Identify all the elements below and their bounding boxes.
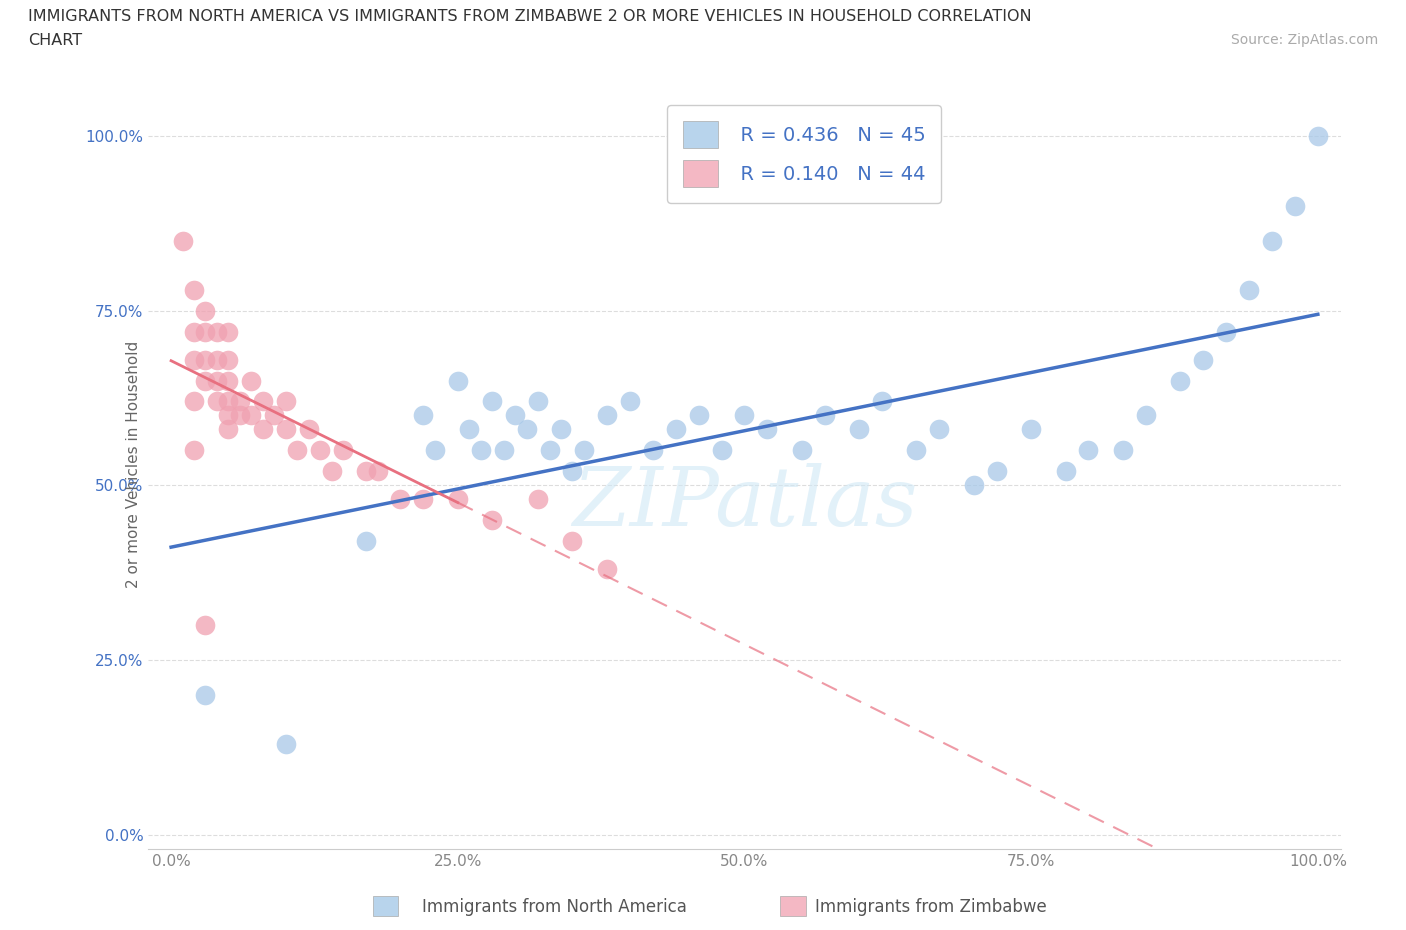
Point (458, 422, 481, 437)
Point (1237, 283, 1260, 298)
Point (194, 325, 217, 339)
Point (285, 443, 308, 458)
Point (194, 618, 217, 632)
Point (710, 443, 733, 458)
Point (1135, 408, 1157, 423)
Point (354, 534, 377, 549)
Point (205, 373, 228, 388)
Point (572, 443, 595, 458)
Point (252, 394, 274, 409)
Point (217, 394, 239, 409)
Point (1019, 422, 1042, 437)
Point (217, 352, 239, 367)
Point (205, 325, 228, 339)
Point (183, 283, 205, 298)
Point (550, 422, 572, 437)
Point (1215, 325, 1237, 339)
Point (470, 443, 492, 458)
Point (366, 464, 388, 479)
Point (183, 394, 205, 409)
Text: CHART: CHART (28, 33, 82, 47)
Point (263, 408, 285, 423)
Text: IMMIGRANTS FROM NORTH AMERICA VS IMMIGRANTS FROM ZIMBABWE 2 OR MORE VEHICLES IN : IMMIGRANTS FROM NORTH AMERICA VS IMMIGRA… (28, 9, 1032, 24)
Point (309, 443, 332, 458)
Point (1192, 352, 1215, 367)
Point (619, 394, 641, 409)
Point (412, 408, 434, 423)
Point (1306, 128, 1329, 143)
Point (870, 394, 893, 409)
Point (252, 422, 274, 437)
Point (217, 373, 239, 388)
Text: Immigrants from North America: Immigrants from North America (422, 897, 686, 916)
Text: Source: ZipAtlas.com: Source: ZipAtlas.com (1230, 33, 1378, 46)
Point (492, 443, 515, 458)
Point (423, 443, 446, 458)
Point (354, 464, 377, 479)
Point (688, 408, 710, 423)
Point (516, 422, 538, 437)
Point (1168, 373, 1191, 388)
Point (1261, 233, 1284, 248)
Point (332, 443, 354, 458)
Point (561, 534, 583, 549)
Point (481, 394, 503, 409)
Point (848, 422, 870, 437)
Point (389, 492, 412, 507)
Point (205, 352, 228, 367)
Point (183, 352, 205, 367)
Point (596, 408, 619, 423)
Point (1112, 443, 1135, 458)
Point (172, 233, 194, 248)
Point (321, 464, 343, 479)
Point (274, 422, 297, 437)
Point (183, 325, 205, 339)
Point (481, 512, 503, 527)
Point (183, 443, 205, 458)
Legend:   R = 0.436   N = 45,   R = 0.140   N = 44: R = 0.436 N = 45, R = 0.140 N = 44 (668, 105, 941, 203)
Point (1284, 198, 1306, 213)
Point (527, 394, 550, 409)
Point (905, 443, 928, 458)
Point (561, 464, 583, 479)
Point (194, 352, 217, 367)
Point (274, 394, 297, 409)
Point (963, 478, 986, 493)
Point (412, 492, 434, 507)
Y-axis label: 2 or more Vehicles in Household: 2 or more Vehicles in Household (127, 340, 141, 588)
Point (527, 492, 550, 507)
Point (596, 562, 619, 577)
Point (217, 408, 239, 423)
Point (447, 373, 470, 388)
Text: ZIPatlas: ZIPatlas (572, 463, 917, 543)
Point (217, 422, 239, 437)
Point (240, 408, 263, 423)
Point (194, 303, 217, 318)
Point (240, 373, 263, 388)
Point (447, 492, 470, 507)
Point (274, 737, 297, 751)
Text: Immigrants from Zimbabwe: Immigrants from Zimbabwe (815, 897, 1047, 916)
Point (665, 422, 688, 437)
Point (986, 464, 1008, 479)
Point (194, 373, 217, 388)
Point (503, 408, 526, 423)
Point (928, 422, 950, 437)
Point (756, 422, 779, 437)
Point (1054, 464, 1077, 479)
Point (790, 443, 813, 458)
Point (814, 408, 837, 423)
Point (641, 443, 664, 458)
Point (733, 408, 755, 423)
Point (205, 394, 228, 409)
Point (1077, 443, 1099, 458)
Point (538, 443, 561, 458)
Point (194, 687, 217, 702)
Point (229, 408, 252, 423)
Point (229, 394, 252, 409)
Point (217, 325, 239, 339)
Point (298, 422, 321, 437)
